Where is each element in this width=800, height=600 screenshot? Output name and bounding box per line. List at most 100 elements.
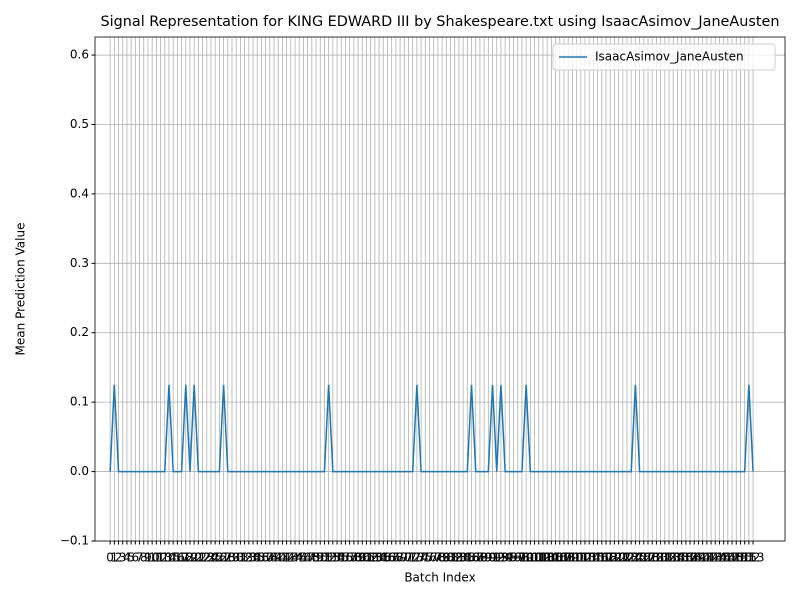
axes-frame [94,36,786,542]
x-tick-label: 46 [296,551,311,565]
x-tick-label: 59 [350,551,365,565]
x-tick-label: 137 [674,551,697,565]
x-tick-label: 17 [174,551,189,565]
x-tick-label: 43 [283,551,298,565]
x-tick-label: 140 [687,551,710,565]
x-tick-label: 90 [481,551,496,565]
x-tick-label: 64 [371,551,386,565]
x-tick-label: 38 [262,551,277,565]
x-tick-label: 11 [149,551,164,565]
x-tick-label: 7 [136,551,144,565]
x-tick-label: 138 [679,551,702,565]
x-tick-label: 85 [460,551,475,565]
x-tick-label: 2 [115,551,123,565]
x-tick-label: 122 [611,551,634,565]
x-tick-label: 99 [519,551,534,565]
x-tick-label: 75 [418,551,433,565]
x-tick-label: 76 [422,551,437,565]
x-tick-label: 55 [334,551,349,565]
x-tick-label: 144 [704,551,727,565]
x-tick-label: 40 [271,551,286,565]
x-tick-label: 79 [434,551,449,565]
x-tick-label: 71 [401,551,416,565]
x-tick-label: 39 [266,551,281,565]
x-tick-label: 65 [376,551,391,565]
x-tick-label: 106 [544,551,567,565]
x-tick-label: 134 [662,551,685,565]
x-tick-label: 108 [553,551,576,565]
x-tick-label: 6 [132,551,140,565]
x-tick-label: 150 [729,551,752,565]
x-tick-label: 25 [208,551,223,565]
x-tick-label: 153 [742,551,765,565]
x-tick-label: 141 [691,551,714,565]
x-tick-label: 0 [106,551,114,565]
x-tick-label: 27 [216,551,231,565]
x-tick-label: 24 [203,551,218,565]
x-tick-label: 145 [708,551,731,565]
x-tick-label: 52 [321,551,336,565]
x-tick-label: 28 [220,551,235,565]
x-tick-label: 125 [624,551,647,565]
x-tick-label: 129 [641,551,664,565]
x-tick-label: 119 [599,551,622,565]
x-tick-label: 127 [632,551,655,565]
x-tick-label: 37 [258,551,273,565]
x-tick-label: 133 [658,551,681,565]
y-tick-label: 0.1 [70,395,89,409]
x-tick-label: 4 [123,551,131,565]
x-tick-label: 73 [409,551,424,565]
y-tick-label: 0.4 [70,186,89,200]
x-tick-label: 92 [489,551,504,565]
x-tick-label: 68 [388,551,403,565]
x-tick-label: 110 [561,551,584,565]
x-tick-label: 146 [712,551,735,565]
y-axis-label: Mean Prediction Value [14,223,28,356]
x-tick-label: 120 [603,551,626,565]
x-tick-label: 86 [464,551,479,565]
x-tick-label: 61 [359,551,374,565]
x-tick-label: 118 [595,551,618,565]
legend-label: IsaacAsimov_JaneAusten [595,50,744,64]
x-tick-label: 130 [645,551,668,565]
x-tick-label: 34 [245,551,260,565]
x-tick-label: 74 [413,551,428,565]
x-tick-label: 54 [329,551,344,565]
x-tick-label: 78 [430,551,445,565]
x-tick-label: 88 [472,551,487,565]
x-tick-label: 109 [557,551,580,565]
x-tick-label: 12 [153,551,168,565]
y-tick-label: 0.3 [70,256,89,270]
data-line [109,384,754,473]
x-tick-label: 89 [476,551,491,565]
x-tick-label: 151 [733,551,756,565]
x-tick-label: 128 [637,551,660,565]
x-tick-label: 104 [536,551,559,565]
x-tick-label: 20 [187,551,202,565]
x-tick-label: 95 [502,551,517,565]
x-tick-label: 107 [548,551,571,565]
legend: IsaacAsimov_JaneAusten [552,43,776,71]
x-tick-label: 10 [145,551,160,565]
x-tick-label: 115 [582,551,605,565]
x-tick-label: 56 [338,551,353,565]
x-tick-label: 147 [716,551,739,565]
x-tick-label: 21 [191,551,206,565]
x-tick-label: 48 [304,551,319,565]
x-tick-label: 136 [670,551,693,565]
x-tick-label: 111 [565,551,588,565]
x-tick-label: 35 [250,551,265,565]
x-tick-label: 69 [392,551,407,565]
x-tick-label: 62 [363,551,378,565]
x-tick-label: 93 [493,551,508,565]
x-tick-label: 105 [540,551,563,565]
x-tick-label: 80 [439,551,454,565]
x-tick-label: 44 [287,551,302,565]
x-tick-label: 116 [586,551,609,565]
x-tick-label: 49 [308,551,323,565]
x-tick-label: 135 [666,551,689,565]
x-tick-label: 139 [683,551,706,565]
x-tick-label: 96 [506,551,521,565]
